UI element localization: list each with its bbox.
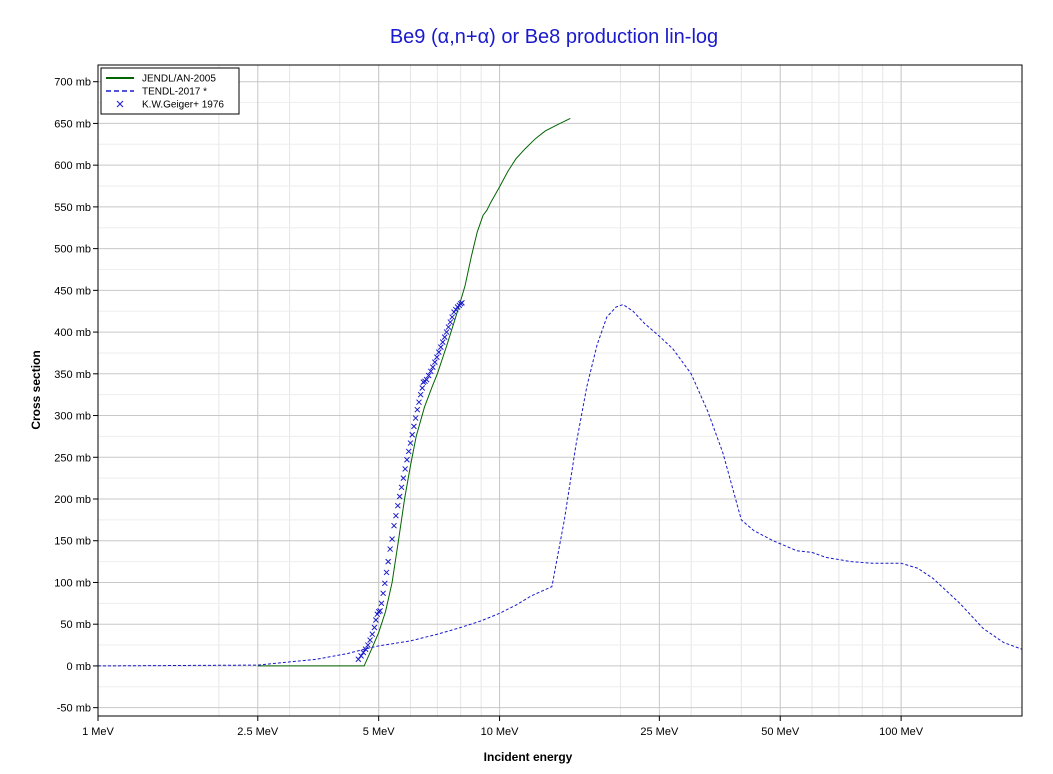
geiger-data-point <box>387 546 394 552</box>
geiger-data-point <box>459 300 465 306</box>
geiger-data-point <box>431 359 438 365</box>
y-tick-label: 550 mb <box>54 202 91 214</box>
geiger-data-point <box>443 329 450 335</box>
geiger-data-point <box>419 385 426 391</box>
geiger-data-point <box>404 456 410 463</box>
y-tick-label: -50 mb <box>57 703 91 715</box>
geiger-data-point <box>369 631 376 638</box>
tendl-series-line <box>97 303 1023 667</box>
y-tick-label: 100 mb <box>54 577 91 589</box>
x-tick-label: 10 MeV <box>481 726 520 738</box>
geiger-data-point <box>394 502 401 509</box>
geiger-data-point <box>367 637 373 643</box>
geiger-data-point <box>434 354 440 360</box>
legend: JENDL/AN-2005 TENDL-2017 * K.W.Geiger+ 197… <box>100 67 240 115</box>
y-tick-label: 650 mb <box>54 118 91 130</box>
geiger-data-point <box>396 493 403 500</box>
legend-entry: TENDL-2017 * <box>142 87 207 98</box>
y-tick-label: 250 mb <box>54 452 91 464</box>
y-axis-ticks: -50 mb 0 mb 50 mb 100 mb 150 mb 200 mb 250 mb 3… <box>54 77 98 715</box>
x-tick-label: 100 MeV <box>879 726 924 738</box>
geiger-data-point <box>389 536 395 542</box>
legend-entry: K.W.Geiger+ 1976 <box>142 100 224 111</box>
legend-swatch-cross <box>116 100 124 108</box>
geiger-data-point <box>445 324 452 330</box>
geiger-data-point <box>383 569 390 576</box>
geiger-data-point <box>400 475 407 481</box>
y-tick-label: 600 mb <box>54 160 91 172</box>
geiger-data-point <box>429 364 436 370</box>
geiger-data-point <box>398 484 405 491</box>
geiger-data-point <box>405 448 412 455</box>
chart-title: Be9 (α,n+α) or Be8 production lin-log <box>390 26 718 48</box>
geiger-data-point <box>435 349 442 355</box>
geiger-data-point <box>365 642 371 648</box>
y-tick-label: 150 mb <box>54 536 91 548</box>
geiger-data-point <box>358 653 364 659</box>
geiger-data-point <box>391 522 397 529</box>
x-tick-label: 1 MeV <box>82 726 114 738</box>
geiger-data-point <box>380 590 387 597</box>
geiger-data-point <box>385 558 392 565</box>
geiger-data-point <box>447 319 454 325</box>
y-tick-label: 700 mb <box>54 77 91 89</box>
geiger-data-point <box>416 399 422 406</box>
geiger-data-point <box>423 376 430 383</box>
plot-frame <box>97 64 1023 717</box>
y-tick-label: 350 mb <box>54 369 91 381</box>
y-tick-label: 450 mb <box>54 285 91 297</box>
y-tick-label: 50 mb <box>60 619 91 631</box>
y-tick-label: 0 mb <box>67 661 91 673</box>
geiger-data-point <box>409 431 416 438</box>
major-grid <box>97 65 1022 716</box>
x-axis-ticks: 1 MeV 2.5 MeV 5 MeV 10 MeV 25 MeV 50 MeV 100 M… <box>82 716 924 738</box>
y-axis-label: Cross section <box>29 350 43 429</box>
y-tick-label: 400 mb <box>54 327 91 339</box>
jendl-series-line <box>257 117 571 667</box>
x-tick-label: 2.5 MeV <box>237 726 279 738</box>
geiger-data-point <box>441 334 448 340</box>
geiger-data-point <box>402 466 409 472</box>
geiger-data-point <box>393 512 399 519</box>
geiger-data-point <box>427 368 434 375</box>
legend-entry: JENDL/AN-2005 <box>142 74 216 85</box>
geiger-data-point <box>411 423 417 430</box>
series-layer <box>97 117 1023 667</box>
geiger-data-point <box>381 580 388 587</box>
x-tick-label: 25 MeV <box>640 726 679 738</box>
geiger-data-point <box>449 314 456 320</box>
y-tick-label: 200 mb <box>54 494 91 506</box>
geiger-data-point <box>412 415 419 421</box>
x-axis-label: Incident energy <box>484 750 573 764</box>
x-tick-label: 50 MeV <box>761 726 800 738</box>
y-tick-label: 300 mb <box>54 411 91 423</box>
geiger-data-point <box>437 344 444 350</box>
geiger-data-point <box>360 649 367 656</box>
geiger-data-point <box>417 391 424 398</box>
geiger-data-point <box>362 646 369 653</box>
geiger-data-point <box>407 440 414 446</box>
geiger-data-point <box>414 406 421 413</box>
y-tick-label: 500 mb <box>54 244 91 256</box>
geiger-data-point <box>439 339 446 345</box>
geiger-data-point <box>377 607 383 614</box>
x-tick-label: 5 MeV <box>363 726 395 738</box>
geiger-data-point <box>425 372 432 379</box>
geiger-data-point <box>373 617 379 623</box>
geiger-data-point <box>371 624 378 631</box>
geiger-data-point <box>378 600 385 607</box>
